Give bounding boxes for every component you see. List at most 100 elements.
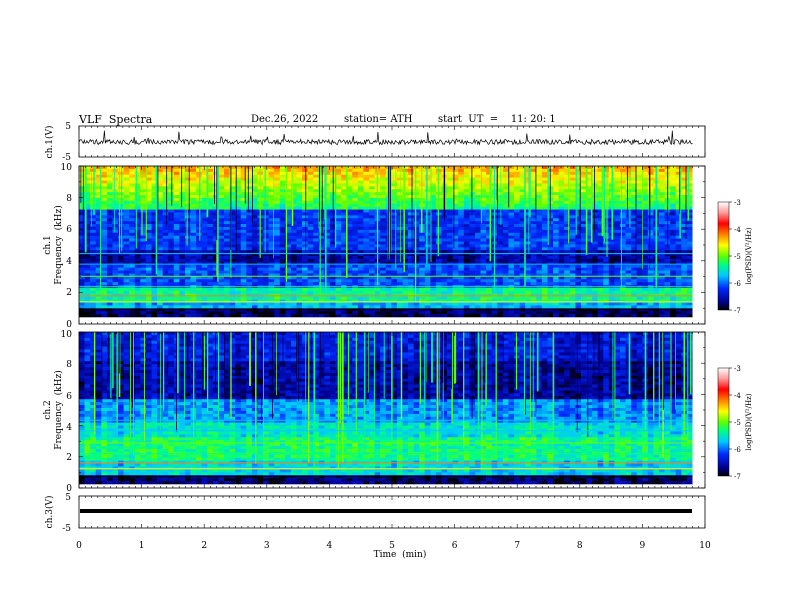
- ch1-spec-cell: [263, 256, 269, 260]
- ch1-spec-cell: [541, 311, 548, 315]
- ch1-spec-cell: [224, 189, 230, 193]
- ch1-spec-cell: [184, 250, 191, 254]
- ch1-spec-cell: [369, 264, 375, 268]
- ch1-spec-cell: [235, 212, 242, 216]
- ch1-spec-cell: [380, 224, 387, 228]
- ch1-spec-cell: [536, 183, 543, 187]
- ch1-spec-cell: [519, 282, 526, 286]
- ch1-spec-cell: [447, 221, 453, 225]
- ch1-spec-cell: [575, 235, 582, 239]
- ch1-spec-cell: [129, 276, 136, 280]
- ch1-spec-cell: [123, 250, 130, 254]
- ch1-spec-cell: [179, 200, 186, 205]
- ch1-spec-cell: [413, 311, 420, 315]
- ch1-spec-cell: [474, 171, 481, 176]
- ch1-spec-cell: [608, 244, 615, 248]
- ch1-spec-cell: [514, 195, 520, 199]
- ch1-spec-cell: [514, 305, 520, 309]
- ch1-spec-cell: [441, 232, 448, 236]
- ch1-spec-cell: [547, 250, 554, 254]
- ch1-spec-cell: [396, 226, 403, 231]
- ch1-spec-cell: [196, 197, 202, 202]
- ch1-spec-cell: [541, 279, 548, 283]
- ch1-spec-cell: [346, 226, 353, 231]
- ch1-spec-cell: [469, 264, 476, 268]
- ch1-spec-cell: [263, 258, 269, 263]
- ch1-spec-cell: [84, 209, 91, 213]
- ch1-spec-cell: [508, 189, 515, 193]
- ch1-spec-cell: [168, 209, 175, 213]
- ch1-spec-cell: [129, 229, 136, 234]
- ch1-spec-cell: [341, 195, 347, 199]
- ch1-spec-cell: [380, 250, 387, 254]
- ch1-spec-cell: [296, 203, 303, 207]
- ch1-spec-cell: [84, 314, 91, 318]
- ch1-spec-cell: [357, 226, 364, 231]
- ch1-spec-cell: [441, 305, 448, 309]
- ch1-spec-cell: [463, 273, 470, 277]
- ch1-spec-cell: [151, 264, 158, 268]
- ch1-spec-cell: [592, 293, 598, 297]
- ch1-spec-cell: [79, 174, 85, 178]
- ch1-spec-cell: [84, 250, 91, 254]
- ch1-spec-cell: [184, 296, 191, 300]
- ch1-spec-cell: [469, 256, 476, 260]
- ch1-spec-cell: [290, 171, 297, 176]
- ch1-spec-cell: [346, 177, 353, 181]
- ch1-spec-cell: [558, 311, 565, 315]
- ch1-spec-cell: [134, 226, 141, 231]
- ch1-spec-cell: [118, 195, 124, 199]
- ch1-spec-cell: [480, 226, 487, 231]
- ch1-spec-cell: [179, 296, 186, 300]
- ch1-spec-cell: [519, 200, 526, 205]
- ch1-spec-cell: [474, 293, 481, 297]
- ch1-spec-cell: [268, 215, 275, 219]
- ch1-spec-cell: [341, 212, 347, 216]
- ch1-spec-cell: [106, 293, 113, 297]
- ch1-spec-cell: [207, 299, 214, 303]
- ch1-spec-cell: [251, 232, 258, 236]
- ch1-spec-cell: [369, 192, 375, 196]
- ch1-spec-cell: [157, 290, 163, 295]
- ch1-spec-cell: [263, 226, 269, 231]
- ch1-spec-cell: [173, 261, 180, 266]
- ch1-spec-cell: [229, 270, 236, 274]
- ch1-spec-cell: [463, 226, 470, 231]
- ch1-spec-cell: [207, 189, 214, 193]
- ch1-spec-cell: [502, 296, 509, 300]
- ch1-spec-cell: [441, 235, 448, 239]
- ch1-spec-cell: [218, 314, 225, 318]
- ch1-spec-cell: [519, 290, 526, 295]
- ch1-spec-cell: [474, 224, 481, 228]
- ch1-spec-cell: [313, 203, 320, 207]
- ch1-spec-cell: [251, 186, 258, 190]
- ch1-spec-cell: [463, 224, 470, 228]
- ch1-spec-cell: [569, 177, 576, 181]
- ch1-spec-cell: [341, 247, 347, 251]
- ch1-spec-cell: [497, 273, 504, 277]
- ch1-spec-cell: [101, 270, 108, 274]
- ch1-spec-cell: [463, 229, 470, 234]
- ch1-spec-cell: [296, 276, 303, 280]
- ch1-spec-cell: [201, 244, 208, 248]
- ch1-spec-cell: [218, 241, 225, 245]
- ch1-spec-cell: [212, 311, 219, 315]
- ch1-spec-cell: [84, 264, 91, 268]
- ch1-spec-cell: [480, 279, 487, 283]
- ch1-spec-cell: [380, 282, 387, 286]
- ch1-spec-cell: [597, 200, 604, 205]
- ch1-spec-cell: [541, 192, 548, 196]
- ch1-spec-cell: [101, 250, 108, 254]
- ch1-spec-cell: [196, 253, 202, 257]
- ch1-spec-cell: [118, 282, 124, 286]
- ch1-spec-cell: [95, 171, 102, 176]
- ch1-spec-cell: [346, 203, 353, 207]
- ch1-spec-cell: [263, 253, 269, 257]
- ch1-spec-cell: [296, 215, 303, 219]
- ch1-spec-cell: [162, 168, 169, 173]
- ch1-spec-cell: [541, 197, 548, 202]
- ch1-spec-cell: [268, 180, 275, 184]
- ch1-spec-cell: [157, 177, 163, 181]
- ch1-spec-cell: [424, 166, 431, 170]
- ch1-spec-cell: [486, 203, 493, 207]
